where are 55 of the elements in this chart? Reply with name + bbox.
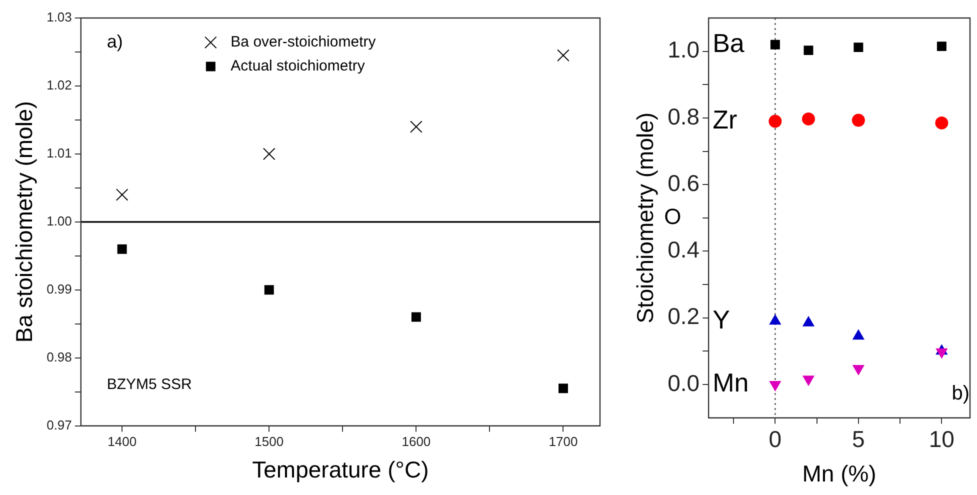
series-label: Mn: [712, 368, 749, 398]
x-tick-label: 10: [928, 426, 954, 452]
point: [769, 314, 781, 325]
annotation: BZYM5 SSR: [106, 376, 192, 394]
point: [770, 40, 780, 50]
point: [769, 380, 781, 391]
x-axis-title: Temperature (°C): [252, 456, 429, 483]
y-tick-label: 1.00: [46, 213, 72, 228]
point: [262, 148, 276, 160]
x-tick-label: 1600: [402, 434, 431, 450]
point: [852, 330, 864, 340]
point: [852, 364, 864, 375]
point: [768, 114, 782, 128]
point: [935, 116, 948, 130]
text: O: [664, 204, 682, 229]
x-tick-label: 0: [768, 426, 782, 452]
y-tick-label: 1.03: [46, 10, 72, 25]
y-axis-title: Stoichiometry (mole): [632, 112, 658, 324]
legend-label: Ba over-stoichiometry: [230, 34, 376, 51]
series-label: Ba: [712, 28, 745, 58]
point: [804, 46, 814, 56]
y-tick-label: 0.6: [668, 170, 700, 196]
point: [936, 42, 946, 52]
x-tick-label: 1700: [548, 434, 578, 450]
point: [116, 188, 128, 201]
point: [264, 285, 274, 295]
y-axis-title: Ba stoichiometry (mole): [11, 101, 38, 343]
point: [802, 112, 815, 126]
y-tick-label: 1.02: [46, 78, 72, 93]
y-tick-label: 0.8: [668, 103, 700, 130]
series-label: Zr: [712, 104, 738, 134]
point: [411, 312, 421, 322]
y-tick-label: 0.4: [668, 236, 700, 263]
x-tick-label: 5: [852, 426, 865, 452]
point: [936, 348, 948, 358]
annotation: a): [106, 31, 123, 52]
point: [410, 120, 422, 133]
point: [117, 244, 127, 254]
x-tick-label: 1400: [108, 434, 137, 450]
point: [854, 42, 864, 52]
point: [557, 49, 570, 62]
point: [558, 384, 568, 394]
y-tick-label: 0.0: [668, 370, 700, 396]
series-label: Y: [712, 304, 730, 334]
y-tick-label: 1.01: [46, 146, 72, 161]
y-tick-label: 1.0: [668, 36, 700, 63]
y-tick-label: 0.2: [668, 303, 700, 330]
legend-label: Actual stoichiometry: [230, 58, 366, 75]
x-axis-title: Mn (%): [802, 460, 876, 487]
y-tick-label: 0.97: [46, 417, 72, 432]
annotation: b): [952, 382, 970, 404]
y-tick-label: 0.98: [46, 349, 72, 364]
point: [852, 114, 865, 127]
x-tick-label: 1500: [254, 434, 284, 450]
y-tick-label: 0.99: [46, 281, 72, 296]
